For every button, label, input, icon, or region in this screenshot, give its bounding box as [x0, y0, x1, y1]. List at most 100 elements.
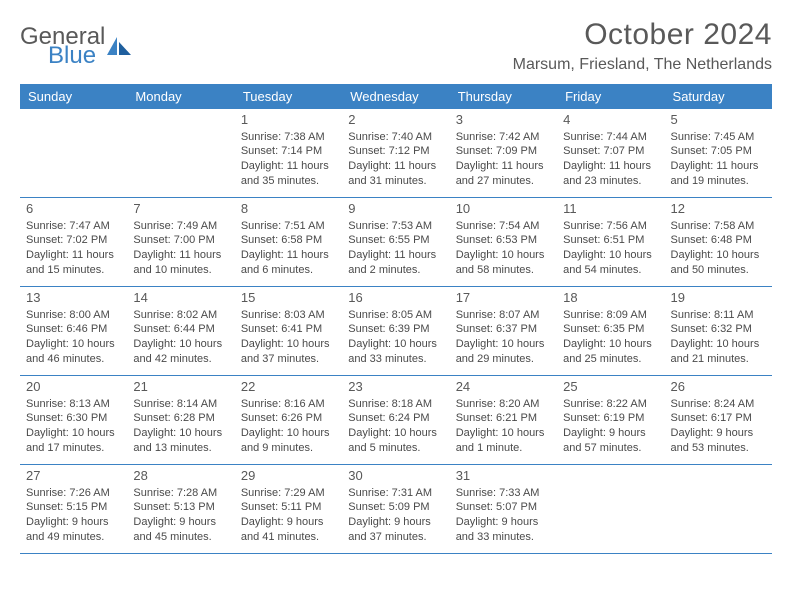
sunrise-line: Sunrise: 7:53 AM [348, 219, 443, 234]
day-number: 7 [133, 200, 228, 218]
day-number: 11 [563, 200, 658, 218]
sunrise-line: Sunrise: 7:26 AM [26, 486, 121, 501]
week-row: 13Sunrise: 8:00 AMSunset: 6:46 PMDayligh… [20, 287, 772, 376]
sunset-line: Sunset: 6:24 PM [348, 411, 443, 426]
dow-friday: Friday [557, 84, 664, 109]
week-row: 20Sunrise: 8:13 AMSunset: 6:30 PMDayligh… [20, 376, 772, 465]
day-cell: 22Sunrise: 8:16 AMSunset: 6:26 PMDayligh… [235, 376, 342, 464]
sunset-line: Sunset: 6:28 PM [133, 411, 228, 426]
sunset-line: Sunset: 6:44 PM [133, 322, 228, 337]
day-number: 30 [348, 467, 443, 485]
daylight-line: Daylight: 10 hours and 50 minutes. [671, 248, 766, 278]
sunset-line: Sunset: 7:12 PM [348, 144, 443, 159]
sunset-line: Sunset: 7:09 PM [456, 144, 551, 159]
dow-row: Sunday Monday Tuesday Wednesday Thursday… [20, 84, 772, 109]
week-row: 1Sunrise: 7:38 AMSunset: 7:14 PMDaylight… [20, 109, 772, 198]
sunset-line: Sunset: 6:19 PM [563, 411, 658, 426]
day-cell: 4Sunrise: 7:44 AMSunset: 7:07 PMDaylight… [557, 109, 664, 197]
sunrise-line: Sunrise: 8:22 AM [563, 397, 658, 412]
daylight-line: Daylight: 9 hours and 49 minutes. [26, 515, 121, 545]
day-number: 3 [456, 111, 551, 129]
daylight-line: Daylight: 10 hours and 58 minutes. [456, 248, 551, 278]
sunset-line: Sunset: 6:37 PM [456, 322, 551, 337]
day-number: 16 [348, 289, 443, 307]
day-cell: 27Sunrise: 7:26 AMSunset: 5:15 PMDayligh… [20, 465, 127, 553]
day-cell: 29Sunrise: 7:29 AMSunset: 5:11 PMDayligh… [235, 465, 342, 553]
daylight-line: Daylight: 10 hours and 21 minutes. [671, 337, 766, 367]
dow-saturday: Saturday [665, 84, 772, 109]
sunset-line: Sunset: 6:17 PM [671, 411, 766, 426]
day-cell-empty [20, 109, 127, 197]
day-number: 19 [671, 289, 766, 307]
daylight-line: Daylight: 10 hours and 29 minutes. [456, 337, 551, 367]
sunrise-line: Sunrise: 8:09 AM [563, 308, 658, 323]
sunrise-line: Sunrise: 8:00 AM [26, 308, 121, 323]
day-number: 8 [241, 200, 336, 218]
sunset-line: Sunset: 7:02 PM [26, 233, 121, 248]
day-number: 17 [456, 289, 551, 307]
daylight-line: Daylight: 11 hours and 15 minutes. [26, 248, 121, 278]
sunrise-line: Sunrise: 8:11 AM [671, 308, 766, 323]
day-number: 2 [348, 111, 443, 129]
day-number: 27 [26, 467, 121, 485]
day-number: 20 [26, 378, 121, 396]
sunset-line: Sunset: 6:32 PM [671, 322, 766, 337]
dow-tuesday: Tuesday [235, 84, 342, 109]
daylight-line: Daylight: 9 hours and 41 minutes. [241, 515, 336, 545]
logo: General Blue [20, 18, 131, 68]
sunrise-line: Sunrise: 7:44 AM [563, 130, 658, 145]
daylight-line: Daylight: 10 hours and 13 minutes. [133, 426, 228, 456]
day-number: 29 [241, 467, 336, 485]
dow-monday: Monday [127, 84, 234, 109]
sunrise-line: Sunrise: 7:51 AM [241, 219, 336, 234]
daylight-line: Daylight: 10 hours and 1 minute. [456, 426, 551, 456]
day-number: 24 [456, 378, 551, 396]
day-cell: 15Sunrise: 8:03 AMSunset: 6:41 PMDayligh… [235, 287, 342, 375]
sunset-line: Sunset: 5:07 PM [456, 500, 551, 515]
sunrise-line: Sunrise: 7:45 AM [671, 130, 766, 145]
sunrise-line: Sunrise: 7:58 AM [671, 219, 766, 234]
day-cell: 18Sunrise: 8:09 AMSunset: 6:35 PMDayligh… [557, 287, 664, 375]
location: Marsum, Friesland, The Netherlands [513, 56, 772, 74]
sunrise-line: Sunrise: 7:33 AM [456, 486, 551, 501]
day-number: 6 [26, 200, 121, 218]
daylight-line: Daylight: 9 hours and 37 minutes. [348, 515, 443, 545]
daylight-line: Daylight: 10 hours and 17 minutes. [26, 426, 121, 456]
daylight-line: Daylight: 9 hours and 53 minutes. [671, 426, 766, 456]
sunrise-line: Sunrise: 7:28 AM [133, 486, 228, 501]
day-cell: 13Sunrise: 8:00 AMSunset: 6:46 PMDayligh… [20, 287, 127, 375]
day-number: 14 [133, 289, 228, 307]
daylight-line: Daylight: 11 hours and 27 minutes. [456, 159, 551, 189]
daylight-line: Daylight: 10 hours and 46 minutes. [26, 337, 121, 367]
day-cell: 16Sunrise: 8:05 AMSunset: 6:39 PMDayligh… [342, 287, 449, 375]
sunrise-line: Sunrise: 7:38 AM [241, 130, 336, 145]
day-cell: 12Sunrise: 7:58 AMSunset: 6:48 PMDayligh… [665, 198, 772, 286]
day-number: 4 [563, 111, 658, 129]
sunset-line: Sunset: 5:11 PM [241, 500, 336, 515]
sunrise-line: Sunrise: 8:18 AM [348, 397, 443, 412]
day-cell: 31Sunrise: 7:33 AMSunset: 5:07 PMDayligh… [450, 465, 557, 553]
sunset-line: Sunset: 7:14 PM [241, 144, 336, 159]
daylight-line: Daylight: 10 hours and 33 minutes. [348, 337, 443, 367]
day-cell: 11Sunrise: 7:56 AMSunset: 6:51 PMDayligh… [557, 198, 664, 286]
daylight-line: Daylight: 10 hours and 37 minutes. [241, 337, 336, 367]
daylight-line: Daylight: 11 hours and 2 minutes. [348, 248, 443, 278]
day-number: 10 [456, 200, 551, 218]
sunset-line: Sunset: 5:09 PM [348, 500, 443, 515]
daylight-line: Daylight: 11 hours and 6 minutes. [241, 248, 336, 278]
daylight-line: Daylight: 9 hours and 45 minutes. [133, 515, 228, 545]
day-cell: 6Sunrise: 7:47 AMSunset: 7:02 PMDaylight… [20, 198, 127, 286]
daylight-line: Daylight: 10 hours and 54 minutes. [563, 248, 658, 278]
day-cell: 2Sunrise: 7:40 AMSunset: 7:12 PMDaylight… [342, 109, 449, 197]
day-cell: 14Sunrise: 8:02 AMSunset: 6:44 PMDayligh… [127, 287, 234, 375]
sunset-line: Sunset: 6:55 PM [348, 233, 443, 248]
daylight-line: Daylight: 11 hours and 23 minutes. [563, 159, 658, 189]
day-number: 13 [26, 289, 121, 307]
day-number: 26 [671, 378, 766, 396]
day-cell: 28Sunrise: 7:28 AMSunset: 5:13 PMDayligh… [127, 465, 234, 553]
day-number: 5 [671, 111, 766, 129]
sunrise-line: Sunrise: 8:16 AM [241, 397, 336, 412]
dow-sunday: Sunday [20, 84, 127, 109]
sunset-line: Sunset: 6:58 PM [241, 233, 336, 248]
day-cell: 3Sunrise: 7:42 AMSunset: 7:09 PMDaylight… [450, 109, 557, 197]
